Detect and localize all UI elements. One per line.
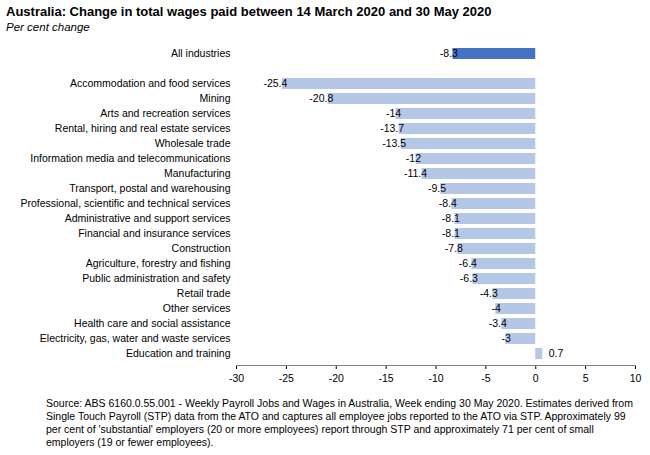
- html-text:Source: ABS 6160.0.55.001 - We: Source: ABS 6160.0.55.001 - Weekly Payro…: [46, 397, 633, 448]
- svg-text:-10: -10: [428, 372, 443, 384]
- svg-text:Accommodation and food service: Accommodation and food services: [70, 77, 231, 89]
- svg-text:Arts and recreation services: Arts and recreation services: [100, 107, 230, 119]
- svg-text:Public administration and safe: Public administration and safety: [82, 272, 231, 284]
- svg-text:Agriculture, forestry and fish: Agriculture, forestry and fishing: [86, 257, 231, 269]
- svg-text:Transport, postal and warehous: Transport, postal and warehousing: [69, 182, 230, 194]
- svg-text:-4.3: -4.3: [480, 287, 498, 299]
- svg-text:Other services: Other services: [163, 302, 231, 314]
- svg-text:-25: -25: [279, 372, 294, 384]
- svg-text:Manufacturing: Manufacturing: [164, 167, 231, 179]
- svg-text:Health care and social assista: Health care and social assistance: [74, 317, 231, 329]
- svg-text:-13.7: -13.7: [380, 122, 404, 134]
- svg-text:Electricity, gas, water and wa: Electricity, gas, water and waste servic…: [40, 332, 231, 344]
- svg-text:-6.3: -6.3: [460, 272, 478, 284]
- svg-text:-8.4: -8.4: [439, 197, 457, 209]
- svg-text:-5: -5: [481, 372, 490, 384]
- svg-text:Professional, scientific and t: Professional, scientific and technical s…: [20, 197, 230, 209]
- svg-text:5: 5: [583, 372, 589, 384]
- svg-text:-3: -3: [501, 332, 510, 344]
- svg-text:-15: -15: [379, 372, 394, 384]
- svg-text:-8.1: -8.1: [442, 212, 460, 224]
- svg-text:-9.5: -9.5: [428, 182, 446, 194]
- svg-text:Rental, hiring and real estate: Rental, hiring and real estate services: [55, 122, 231, 134]
- svg-text:-6.4: -6.4: [459, 257, 477, 269]
- html-text:Per cent change: Per cent change: [6, 21, 90, 33]
- svg-text:Construction: Construction: [172, 242, 231, 254]
- svg-text:-4: -4: [492, 302, 501, 314]
- svg-text:-25.4: -25.4: [263, 77, 287, 89]
- svg-text:-7.8: -7.8: [445, 242, 463, 254]
- svg-text:10: 10: [630, 372, 642, 384]
- svg-text:-30: -30: [229, 372, 244, 384]
- svg-text:Financial and insurance servic: Financial and insurance services: [78, 227, 230, 239]
- svg-text:0: 0: [533, 372, 539, 384]
- svg-text:Administrative and support ser: Administrative and support services: [65, 212, 231, 224]
- svg-text:-13.5: -13.5: [382, 137, 406, 149]
- svg-text:Retail trade: Retail trade: [177, 287, 231, 299]
- svg-text:Mining: Mining: [200, 92, 231, 104]
- svg-text:-12: -12: [406, 152, 421, 164]
- svg-text:-3.4: -3.4: [489, 317, 507, 329]
- svg-text:All industries: All industries: [171, 47, 231, 59]
- svg-text:Information media and telecomm: Information media and telecommunications: [30, 152, 230, 164]
- svg-text:Education and training: Education and training: [126, 347, 231, 359]
- svg-text:-8.1: -8.1: [442, 227, 460, 239]
- svg-text:0.7: 0.7: [549, 347, 564, 359]
- svg-text:-8.3: -8.3: [440, 47, 458, 59]
- html-text:Australia: Change in total wag: Australia: Change in total wages paid be…: [6, 4, 492, 19]
- svg-text:-11.4: -11.4: [404, 167, 427, 179]
- svg-text:Wholesale trade: Wholesale trade: [155, 137, 231, 149]
- svg-text:-14: -14: [386, 107, 401, 119]
- svg-text:-20: -20: [329, 372, 344, 384]
- svg-text:-20.8: -20.8: [309, 92, 333, 104]
